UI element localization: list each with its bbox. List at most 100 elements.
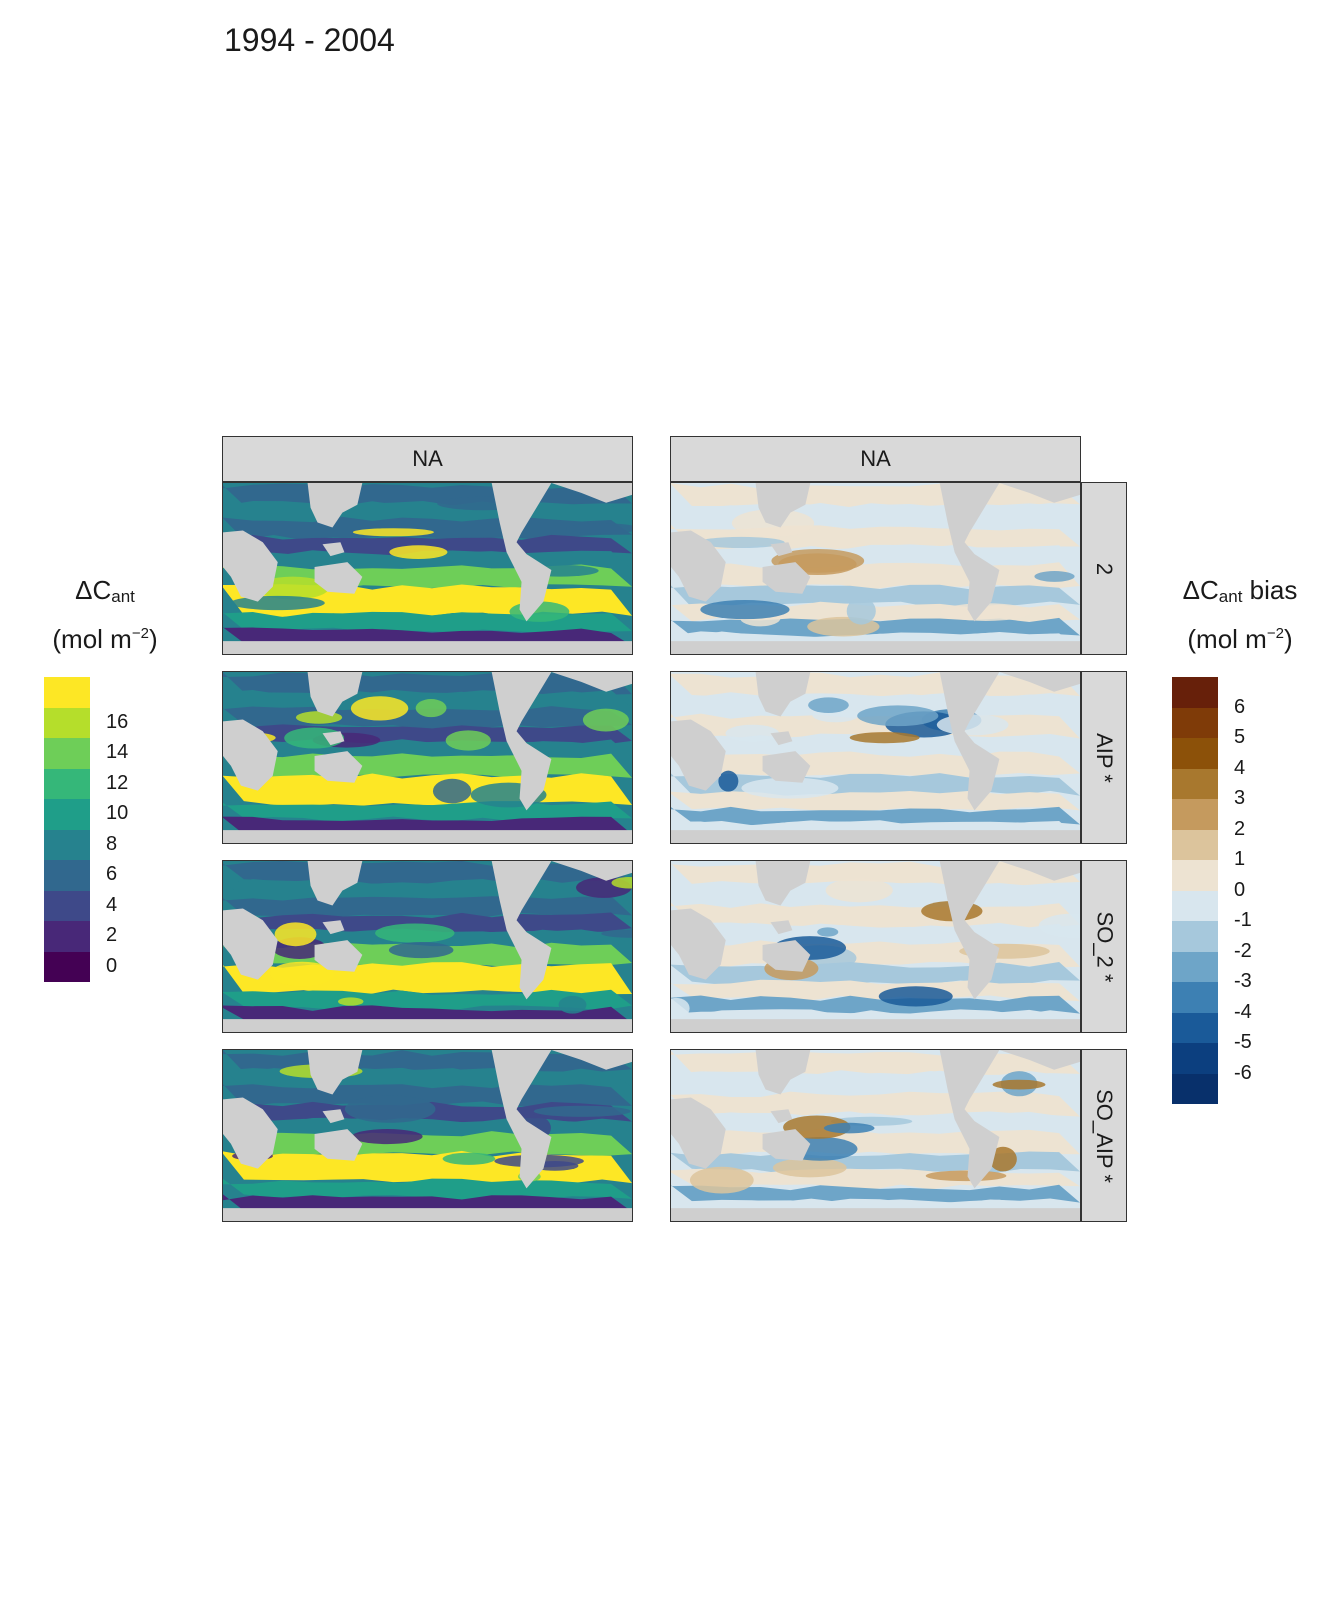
map-svg <box>223 861 632 1032</box>
ocean-band <box>671 806 1080 826</box>
column-strip-right-label: NA <box>860 446 891 471</box>
legend-left-title: ΔCant (mol m−2) <box>30 566 180 665</box>
legend-swatch <box>1172 982 1218 1013</box>
map-cant-soaip <box>222 1049 633 1222</box>
land-mass <box>491 672 552 811</box>
ocean-patch <box>825 878 893 903</box>
legend-tick-label: 14 <box>106 741 129 764</box>
legend-swatch <box>1172 738 1218 769</box>
land-mass <box>999 861 1080 881</box>
ocean-band <box>671 1184 1080 1203</box>
legend-tick-label: 4 <box>1234 756 1246 779</box>
legend-tick-label: 3 <box>1234 787 1246 809</box>
land-mass <box>762 1129 811 1161</box>
ocean-patch <box>783 1115 851 1139</box>
ocean-patch <box>415 699 447 718</box>
land-mass <box>671 1019 1080 1032</box>
ocean-patch <box>270 961 335 987</box>
ocean-patch <box>808 697 849 713</box>
ocean-patch <box>992 1079 1046 1090</box>
legend-swatch <box>1172 829 1218 860</box>
map-bias-aip <box>670 671 1081 844</box>
land-mass <box>999 1050 1080 1070</box>
legend-tick-label: 4 <box>106 893 118 916</box>
ocean-patch <box>1038 913 1080 939</box>
legend-swatch <box>1172 1012 1218 1043</box>
land-mass <box>671 1208 1080 1221</box>
land-mass <box>671 908 726 980</box>
ocean-patch <box>846 597 876 625</box>
land-mass <box>307 483 363 528</box>
ocean-patch <box>432 778 472 804</box>
map-bias-soaip <box>670 1049 1081 1222</box>
legend-swatch <box>44 799 90 830</box>
map-bias-so2 <box>670 860 1081 1033</box>
ocean-patch <box>442 1152 496 1165</box>
row-strip-1-label: 2 <box>1092 562 1117 575</box>
ocean-patch <box>697 536 785 549</box>
land-mass <box>322 542 345 557</box>
legend-tick-label: 8 <box>106 832 118 855</box>
legend-left-title-line1: ΔCant <box>75 575 135 606</box>
legend-tick-label: -3 <box>1234 970 1252 992</box>
legend-tick-label: 16 <box>106 710 129 733</box>
ocean-patch <box>352 528 434 537</box>
legend-tick-label: -1 <box>1234 909 1252 931</box>
legend-tick-label: 2 <box>1234 817 1246 840</box>
row-strip-4-label: SO_AIP * <box>1092 1088 1118 1183</box>
land-mass <box>322 731 345 746</box>
land-mass <box>939 672 1000 811</box>
ocean-patch <box>611 877 632 889</box>
ocean-patch <box>689 1166 754 1194</box>
legend-right-colorbar <box>1172 677 1218 1104</box>
legend-tick-label: 0 <box>1234 878 1246 901</box>
ocean-patch <box>295 711 343 724</box>
ocean-patch <box>582 708 629 732</box>
land-mass <box>223 908 278 980</box>
ocean-patch <box>388 942 454 959</box>
ocean-patch <box>741 777 839 799</box>
column-strip-right: NA <box>670 436 1081 482</box>
land-mass <box>755 483 811 528</box>
legend-swatch <box>1172 951 1218 982</box>
legend-left-colorbar <box>44 677 90 982</box>
land-mass <box>939 483 1000 622</box>
land-mass <box>223 1019 632 1032</box>
ocean-patch <box>230 595 325 611</box>
ocean-patch <box>700 599 790 620</box>
legend-swatch <box>44 921 90 952</box>
land-mass <box>671 530 726 602</box>
legend-tick-label: 5 <box>1234 726 1246 748</box>
land-mass <box>307 672 363 717</box>
land-mass <box>762 562 811 594</box>
land-mass <box>551 672 632 692</box>
plot-title: 1994 - 2004 <box>224 22 395 58</box>
legend-tick-label: 6 <box>1234 695 1246 718</box>
legend-swatch <box>1172 707 1218 738</box>
row-strip-1: 2 <box>1081 482 1127 655</box>
ocean-patch <box>375 923 455 943</box>
land-mass <box>491 1050 552 1189</box>
row-strip-2: AIP * <box>1081 671 1127 844</box>
land-mass <box>671 719 726 791</box>
legend-tick-label: 2 <box>106 924 118 947</box>
land-mass <box>314 940 363 972</box>
land-mass <box>307 1050 363 1095</box>
ocean-patch <box>817 927 839 937</box>
land-mass <box>939 861 1000 1000</box>
ocean-patch <box>256 576 329 600</box>
ocean-band <box>671 1091 1080 1117</box>
legend-right-unit: (mol m−2) <box>1187 624 1293 655</box>
land-mass <box>223 719 278 791</box>
column-strip-left: NA <box>222 436 633 482</box>
legend-swatch <box>1172 677 1218 708</box>
ocean-patch <box>940 603 1031 621</box>
land-mass <box>223 1097 278 1169</box>
ocean-patch <box>533 1105 631 1117</box>
map-cant-aip <box>222 671 633 844</box>
legend-tick-label: 10 <box>106 802 129 825</box>
ocean-patch <box>558 995 587 1014</box>
legend-tick-label: 12 <box>106 771 129 794</box>
ocean-patch <box>925 1170 1007 1182</box>
land-mass <box>762 751 811 783</box>
